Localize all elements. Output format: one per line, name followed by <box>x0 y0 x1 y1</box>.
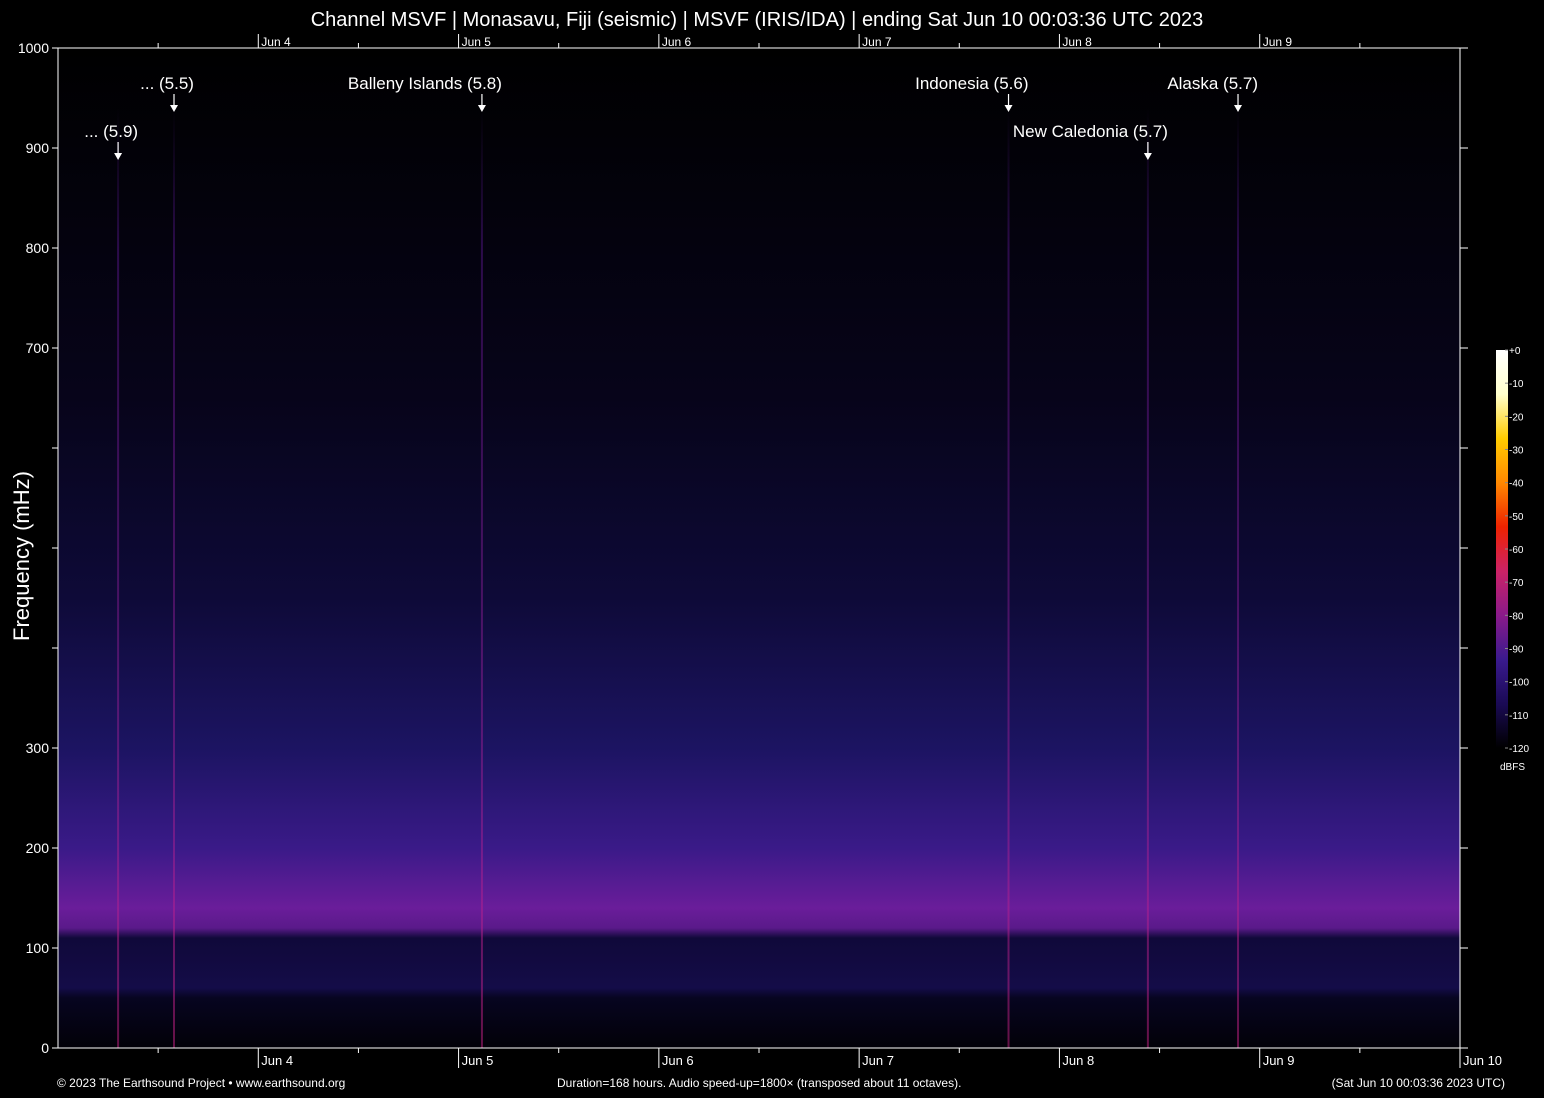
x-tick-label-top: Jun 8 <box>1062 35 1092 49</box>
copyright-footer: © 2023 The Earthsound Project • www.eart… <box>57 1076 346 1090</box>
x-tick-label: Jun 5 <box>462 1053 494 1068</box>
chart-title: Channel MSVF | Monasavu, Fiji (seismic) … <box>310 9 1204 31</box>
y-tick-label: 700 <box>26 340 50 356</box>
y-tick-label: 1000 <box>18 40 49 56</box>
colorbar-tick-label: -10 <box>1509 379 1524 390</box>
event-label: Alaska (5.7) <box>1167 74 1258 93</box>
x-tick-label-top: Jun 4 <box>261 35 291 49</box>
spectrogram-background <box>58 48 1460 1048</box>
colorbar-tick-label: -60 <box>1509 545 1524 556</box>
y-tick-label: 900 <box>26 140 50 156</box>
event-label: ... (5.5) <box>140 74 194 93</box>
event-arrow-head <box>114 153 123 160</box>
event-streak <box>117 108 120 1048</box>
event-arrow-head <box>477 105 486 112</box>
y-tick-label: 800 <box>26 240 50 256</box>
colorbar-tick-label: -30 <box>1509 446 1524 457</box>
y-tick-label: 300 <box>26 740 50 756</box>
event-arrow-head <box>1143 153 1152 160</box>
x-tick-label: Jun 7 <box>862 1053 894 1068</box>
x-tick-label-top: Jun 5 <box>462 35 492 49</box>
duration-footer: Duration=168 hours. Audio speed-up=1800×… <box>557 1076 962 1090</box>
x-tick-label: Jun 4 <box>261 1053 293 1068</box>
x-axis: Jun 4 Jun 4 Jun 5 Jun 5 Jun 6 Jun 6 Jun 7 Jun 7… <box>157 34 1502 1068</box>
x-tick-label: Jun 8 <box>1062 1053 1094 1068</box>
event-label: Indonesia (5.6) <box>915 74 1028 93</box>
x-tick-label: Jun 6 <box>662 1053 694 1068</box>
x-tick-label-top: Jun 9 <box>1263 35 1293 49</box>
event-streak <box>1007 108 1010 1048</box>
x-tick-label-top: Jun 6 <box>662 35 692 49</box>
colorbar-tick-label: -120 <box>1509 744 1529 755</box>
colorbar-unit: dBFS <box>1500 762 1525 773</box>
x-tick-label: Jun 10 <box>1463 1053 1502 1068</box>
y-tick-label: 200 <box>26 840 50 856</box>
colorbar-tick-label: -20 <box>1509 412 1524 423</box>
y-tick-label: 0 <box>41 1040 49 1056</box>
colorbar-tick-label: -100 <box>1509 678 1529 689</box>
colorbar-tick-label: -70 <box>1509 578 1524 589</box>
event-streak <box>1146 108 1149 1048</box>
colorbar-tick-label: -50 <box>1509 512 1524 523</box>
colorbar-tick-label: -110 <box>1509 711 1529 722</box>
event-label: ... (5.9) <box>84 122 138 141</box>
event-annotations: ... (5.9) ... (5.5) Balleny Islands (5.8) I… <box>84 74 1258 160</box>
event-label: Balleny Islands (5.8) <box>348 74 502 93</box>
colorbar-tick-label: +0 <box>1509 346 1521 357</box>
x-tick-label: Jun 9 <box>1263 1053 1295 1068</box>
y-axis: 0 100 200 300 700 800 900 1000 <box>18 40 1468 1056</box>
colorbar: +0 -10 -20 -30 -40 -50 -60 -70 -80 -90 -100 -110 -12… <box>1496 346 1529 773</box>
event-arrow-head <box>1234 105 1243 112</box>
plot-area <box>57 47 1461 1049</box>
event-label: New Caledonia (5.7) <box>1013 122 1168 141</box>
event-arrow-head <box>169 105 178 112</box>
colorbar-tick-label: -90 <box>1509 645 1524 656</box>
event-streak <box>172 108 175 1048</box>
x-tick-label-top: Jun 7 <box>862 35 892 49</box>
event-streak <box>480 108 483 1048</box>
colorbar-tick-label: -40 <box>1509 479 1524 490</box>
event-streak <box>1237 108 1240 1048</box>
event-arrow-head <box>1004 105 1013 112</box>
y-tick-label: 100 <box>26 940 50 956</box>
colorbar-tick-label: -80 <box>1509 611 1524 622</box>
timestamp-footer: (Sat Jun 10 00:03:36 2023 UTC) <box>1331 1076 1505 1090</box>
